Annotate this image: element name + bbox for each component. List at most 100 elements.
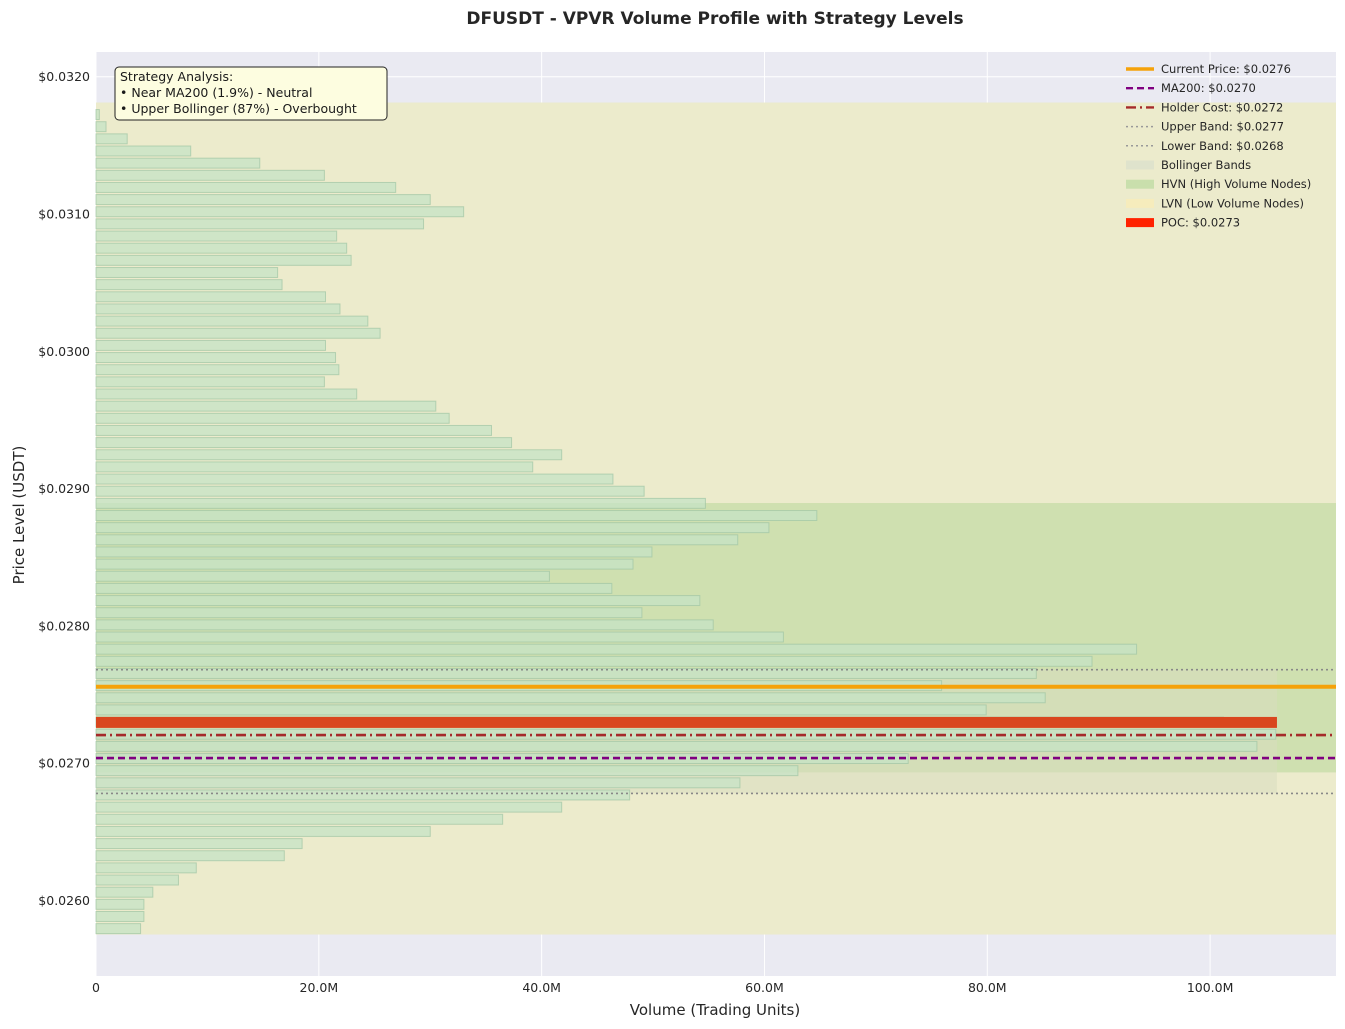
legend-swatch-6 xyxy=(1126,179,1154,189)
y-tick-label-5: $0.0310 xyxy=(38,207,90,222)
volume-bar-53 xyxy=(95,279,283,291)
x-tick-label-2: 40.0M xyxy=(522,980,561,995)
volume-bar-58 xyxy=(95,218,425,230)
volume-bar-31 xyxy=(95,546,653,558)
level-lines xyxy=(96,668,1336,795)
annotation-line-2: • Upper Bollinger (87%) - Overbought xyxy=(120,101,357,116)
volume-bar-12 xyxy=(95,777,741,789)
volume-bar-38 xyxy=(95,461,534,473)
axes: 0 20.0M 40.0M 60.0M 80.0M 100.0M $0.0260 $0.027… xyxy=(38,69,1233,995)
volume-bar-61 xyxy=(95,181,397,193)
volume-bar-32 xyxy=(95,534,739,546)
legend-label-4: Lower Band: $0.0268 xyxy=(1161,139,1284,153)
volume-bar-46 xyxy=(95,364,340,376)
volume-bar-2 xyxy=(95,898,145,910)
volume-bar-48 xyxy=(95,339,327,351)
volume-bar-56 xyxy=(95,242,348,254)
volume-bar-29 xyxy=(95,570,550,582)
volume-bar-4 xyxy=(95,874,179,886)
volume-bar-51 xyxy=(95,303,341,315)
y-tick-label-6: $0.0320 xyxy=(38,69,90,84)
volume-bar-26 xyxy=(95,607,643,619)
annotation-line-0: Strategy Analysis: xyxy=(120,69,233,84)
poc-bar xyxy=(96,716,1277,728)
x-axis-label: Volume (Trading Units) xyxy=(630,1001,800,1019)
x-tick-label-4: 80.0M xyxy=(968,980,1007,995)
y-tick-label-1: $0.0270 xyxy=(38,756,90,771)
volume-bar-64 xyxy=(95,145,192,157)
annotation-box xyxy=(114,66,388,121)
volume-bar-0 xyxy=(95,923,142,935)
volume-bar-39 xyxy=(95,449,563,461)
volume-bar-23 xyxy=(95,643,1138,655)
legend-label-6: HVN (High Volume Nodes) xyxy=(1161,177,1311,191)
volume-bar-55 xyxy=(95,254,352,266)
volume-bar-13 xyxy=(95,765,799,777)
volume-bar-19 xyxy=(95,692,1046,704)
volume-bar-15 xyxy=(95,740,1258,752)
volume-bar-27 xyxy=(95,595,701,607)
legend-label-8: POC: $0.0273 xyxy=(1161,216,1240,230)
volume-bar-63 xyxy=(95,157,261,169)
volume-bar-7 xyxy=(95,838,303,850)
legend-label-5: Bollinger Bands xyxy=(1161,158,1251,172)
volume-bar-3 xyxy=(95,886,154,898)
legend-swatch-7 xyxy=(1126,198,1154,208)
chart-title: DFUSDT - VPVR Volume Profile with Strate… xyxy=(466,9,963,29)
volume-bar-36 xyxy=(95,485,645,497)
volume-bar-11 xyxy=(95,789,631,801)
x-tick-label-5: 100.0M xyxy=(1187,980,1234,995)
volume-bar-33 xyxy=(95,522,770,534)
volume-bar-21 xyxy=(95,667,1037,679)
volume-bar-35 xyxy=(95,497,706,509)
legend-label-1: MA200: $0.0270 xyxy=(1161,81,1256,95)
legend: Current Price: $0.0276 MA200: $0.0270 Hold… xyxy=(1126,62,1311,230)
volume-bar-66 xyxy=(95,121,107,133)
y-tick-label-0: $0.0260 xyxy=(38,893,90,908)
volume-bar-52 xyxy=(95,291,327,303)
volume-bar-25 xyxy=(95,619,714,631)
volume-bar-42 xyxy=(95,412,450,424)
volume-bar-45 xyxy=(95,376,325,388)
legend-label-0: Current Price: $0.0276 xyxy=(1161,62,1291,76)
legend-swatch-5 xyxy=(1126,160,1154,170)
volume-bar-65 xyxy=(95,133,128,145)
volume-bar-22 xyxy=(95,655,1093,667)
y-tick-label-2: $0.0280 xyxy=(38,618,90,633)
volume-bar-59 xyxy=(95,206,465,218)
volume-bar-62 xyxy=(95,169,325,181)
strategy-annotation: Strategy Analysis:• Near MA200 (1.9%) - … xyxy=(114,66,388,121)
volume-bar-47 xyxy=(95,352,337,364)
volume-bar-24 xyxy=(95,631,784,643)
y-tick-label-4: $0.0300 xyxy=(38,344,90,359)
volume-bar-49 xyxy=(95,327,381,339)
volume-bar-6 xyxy=(95,850,285,862)
volume-bar-41 xyxy=(95,424,493,436)
volume-bar-5 xyxy=(95,862,197,874)
x-tick-label-3: 60.0M xyxy=(745,980,784,995)
y-axis-label: Price Level (USDT) xyxy=(10,446,28,585)
volume-bar-34 xyxy=(95,510,818,521)
volume-bar-1 xyxy=(95,911,145,922)
y-tick-label-3: $0.0290 xyxy=(38,481,90,496)
volume-bar-30 xyxy=(95,558,634,570)
x-tick-label-0: 0 xyxy=(92,980,100,995)
volume-bar-57 xyxy=(95,230,338,242)
x-tick-label-1: 20.0M xyxy=(300,980,339,995)
legend-label-7: LVN (Low Volume Nodes) xyxy=(1161,196,1304,210)
volume-bar-44 xyxy=(95,388,358,400)
volume-bar-18 xyxy=(95,704,987,716)
volume-bar-60 xyxy=(95,194,431,206)
volume-bar-28 xyxy=(95,582,613,594)
volume-bar-8 xyxy=(95,825,431,837)
volume-bar-50 xyxy=(95,315,369,327)
volume-bar-9 xyxy=(95,813,504,825)
volume-bar-40 xyxy=(95,437,513,449)
volume-bar-54 xyxy=(95,267,279,278)
legend-swatch-8 xyxy=(1126,218,1154,228)
volume-bar-10 xyxy=(95,801,563,813)
legend-label-2: Holder Cost: $0.0272 xyxy=(1161,100,1283,114)
volume-bar-37 xyxy=(95,473,614,485)
annotation-line-1: • Near MA200 (1.9%) - Neutral xyxy=(120,85,312,100)
